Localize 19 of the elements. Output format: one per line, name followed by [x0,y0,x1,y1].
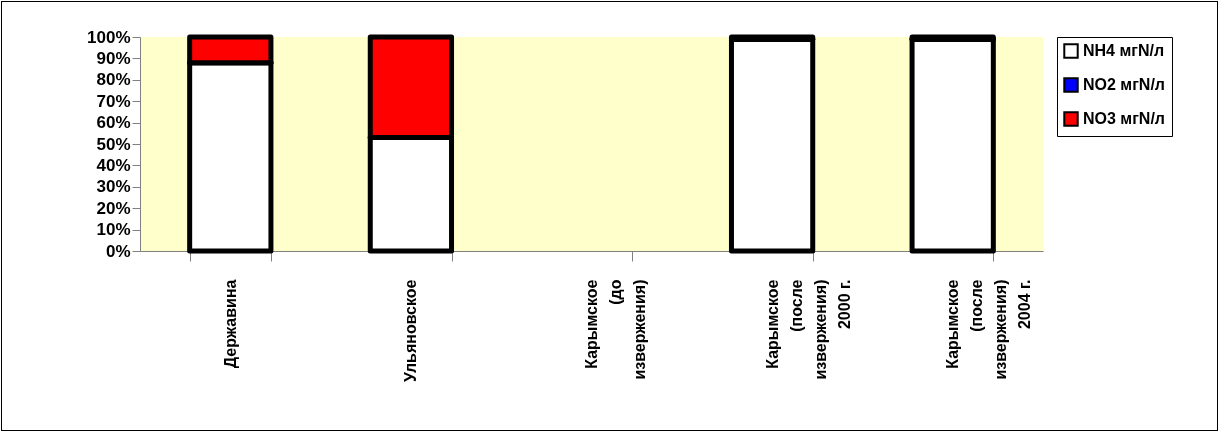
y-tick-label: 60% [96,113,131,133]
y-tick-label: 0% [105,241,131,261]
y-tick-label: 100% [87,27,131,47]
legend-label: NO2 мгN/л [1083,76,1166,93]
legend-label: NH4 мгN/л [1083,42,1165,59]
y-tick-label: 70% [96,91,131,111]
x-tick-label: Карымское (после извержения) 2000 г. [763,279,853,380]
y-tick-label: 40% [96,155,131,175]
x-tick-label: Державина [221,279,239,369]
x-tick-label: Карымское (после извержения) 2004 г. [944,279,1034,380]
y-tick-label: 90% [96,48,131,68]
legend-label: NO3 мгN/л [1083,110,1166,127]
y-tick-label: 10% [96,220,131,240]
x-tick-label: Карымское (до извержения) [583,279,648,380]
x-tick-label: Ульяновское [402,279,420,383]
y-tick-label: 80% [96,70,131,90]
y-tick-label: 50% [96,134,131,154]
y-tick-label: 20% [96,198,131,218]
y-tick-label: 30% [96,177,131,197]
